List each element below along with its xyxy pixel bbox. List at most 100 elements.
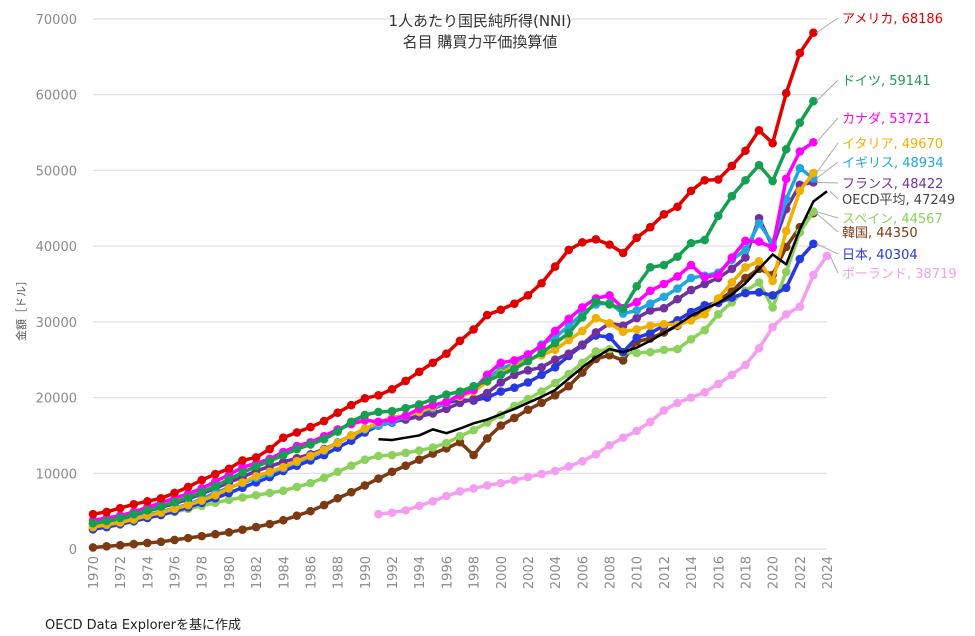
y-axis-label: 金額［ドル］ <box>15 275 28 341</box>
label-leader-line <box>816 79 839 102</box>
data-point <box>251 522 261 532</box>
data-point <box>428 497 438 506</box>
data-point <box>238 493 247 502</box>
data-point <box>727 161 737 171</box>
data-point <box>387 384 397 394</box>
chart-axes: 0 10000 20000 30000 40000 50000 60000 70000 1970… <box>36 13 836 589</box>
data-point <box>809 270 818 280</box>
x-tick-label: 1996 <box>440 556 455 589</box>
chart-gridlines <box>93 18 827 550</box>
data-point <box>564 314 574 324</box>
data-point <box>781 144 791 154</box>
data-point <box>564 381 574 391</box>
series-end-label: ポーランド, 38719 <box>842 267 957 282</box>
data-point <box>211 481 220 491</box>
data-point <box>727 370 737 380</box>
data-point <box>795 48 805 58</box>
data-point <box>469 394 478 404</box>
data-point <box>741 288 750 298</box>
x-tick-label: 2022 <box>794 556 809 589</box>
data-point <box>741 236 750 246</box>
data-point <box>510 370 519 380</box>
data-point <box>387 450 397 460</box>
data-point <box>523 405 533 414</box>
data-point <box>618 248 628 258</box>
data-point <box>605 240 614 249</box>
data-point <box>727 264 737 274</box>
data-point <box>360 410 370 420</box>
data-point <box>319 473 329 483</box>
data-point <box>265 519 275 529</box>
data-point <box>183 500 193 510</box>
data-point <box>550 345 560 355</box>
x-tick-label: 1972 <box>114 556 129 589</box>
x-tick-label: 1994 <box>413 556 428 589</box>
data-point <box>754 278 764 287</box>
data-point <box>781 226 791 236</box>
x-tick-label: 2018 <box>739 556 754 589</box>
data-point <box>550 391 560 400</box>
data-point <box>537 348 546 358</box>
data-point <box>700 272 709 282</box>
data-point <box>591 235 601 244</box>
data-point <box>673 252 682 262</box>
data-point <box>727 278 737 287</box>
data-point <box>822 251 832 261</box>
data-point <box>537 370 546 380</box>
data-point <box>700 235 709 245</box>
data-point <box>632 306 642 315</box>
x-tick-label: 2020 <box>767 556 782 589</box>
data-point <box>469 484 478 493</box>
data-point <box>496 421 506 430</box>
data-point <box>605 319 614 328</box>
data-point <box>197 531 207 541</box>
data-point <box>686 273 696 283</box>
x-tick-label: 2006 <box>576 556 591 589</box>
data-point <box>442 404 451 414</box>
data-point <box>550 338 560 348</box>
data-point <box>306 422 315 432</box>
data-point <box>754 344 764 353</box>
data-point <box>469 450 478 460</box>
data-point <box>537 469 546 479</box>
data-point <box>795 163 805 173</box>
data-point <box>374 474 383 483</box>
data-point <box>564 462 574 471</box>
data-point <box>401 376 410 386</box>
data-point <box>673 272 682 281</box>
data-point <box>387 467 397 477</box>
label-leader-line <box>829 190 839 200</box>
data-point <box>251 490 261 500</box>
data-point <box>442 349 451 358</box>
data-point <box>496 370 506 380</box>
data-point <box>346 431 356 440</box>
data-point <box>333 467 342 477</box>
data-point <box>741 360 750 370</box>
data-point <box>224 495 234 505</box>
data-point <box>292 428 302 437</box>
data-point <box>455 487 465 496</box>
series-line <box>378 190 828 442</box>
data-point <box>713 175 723 184</box>
data-point <box>809 28 818 38</box>
y-tick-label: 40000 <box>36 240 77 255</box>
data-point <box>469 425 478 435</box>
data-point <box>768 322 777 332</box>
data-point <box>686 186 696 196</box>
x-tick-label: 1980 <box>223 556 238 589</box>
data-point <box>713 211 723 221</box>
data-point <box>238 468 247 477</box>
data-point <box>115 540 125 550</box>
data-point <box>673 294 682 304</box>
data-point <box>319 434 329 444</box>
x-tick-label: 2014 <box>685 556 700 589</box>
data-point <box>605 300 614 309</box>
data-point <box>537 398 546 408</box>
data-point <box>564 245 574 255</box>
data-point <box>795 254 805 264</box>
data-point <box>482 481 492 490</box>
data-point <box>319 500 329 510</box>
data-point <box>645 222 655 232</box>
data-point <box>143 506 152 515</box>
